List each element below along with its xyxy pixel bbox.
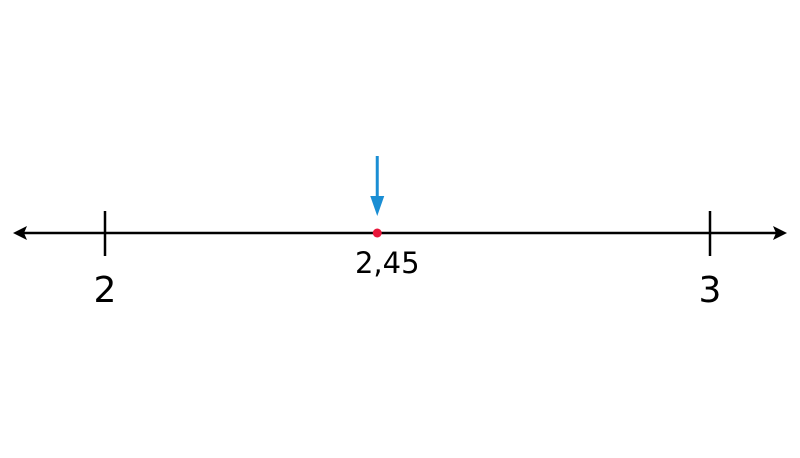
tick-label-start: 2	[94, 270, 117, 311]
axis-right-arrowhead	[773, 226, 787, 240]
pointer-arrow-head	[370, 196, 385, 216]
tick-label-end: 3	[699, 270, 722, 311]
marked-point-label: 2,45	[355, 246, 420, 280]
marked-point	[372, 228, 382, 238]
axis-left-arrowhead	[13, 226, 27, 240]
